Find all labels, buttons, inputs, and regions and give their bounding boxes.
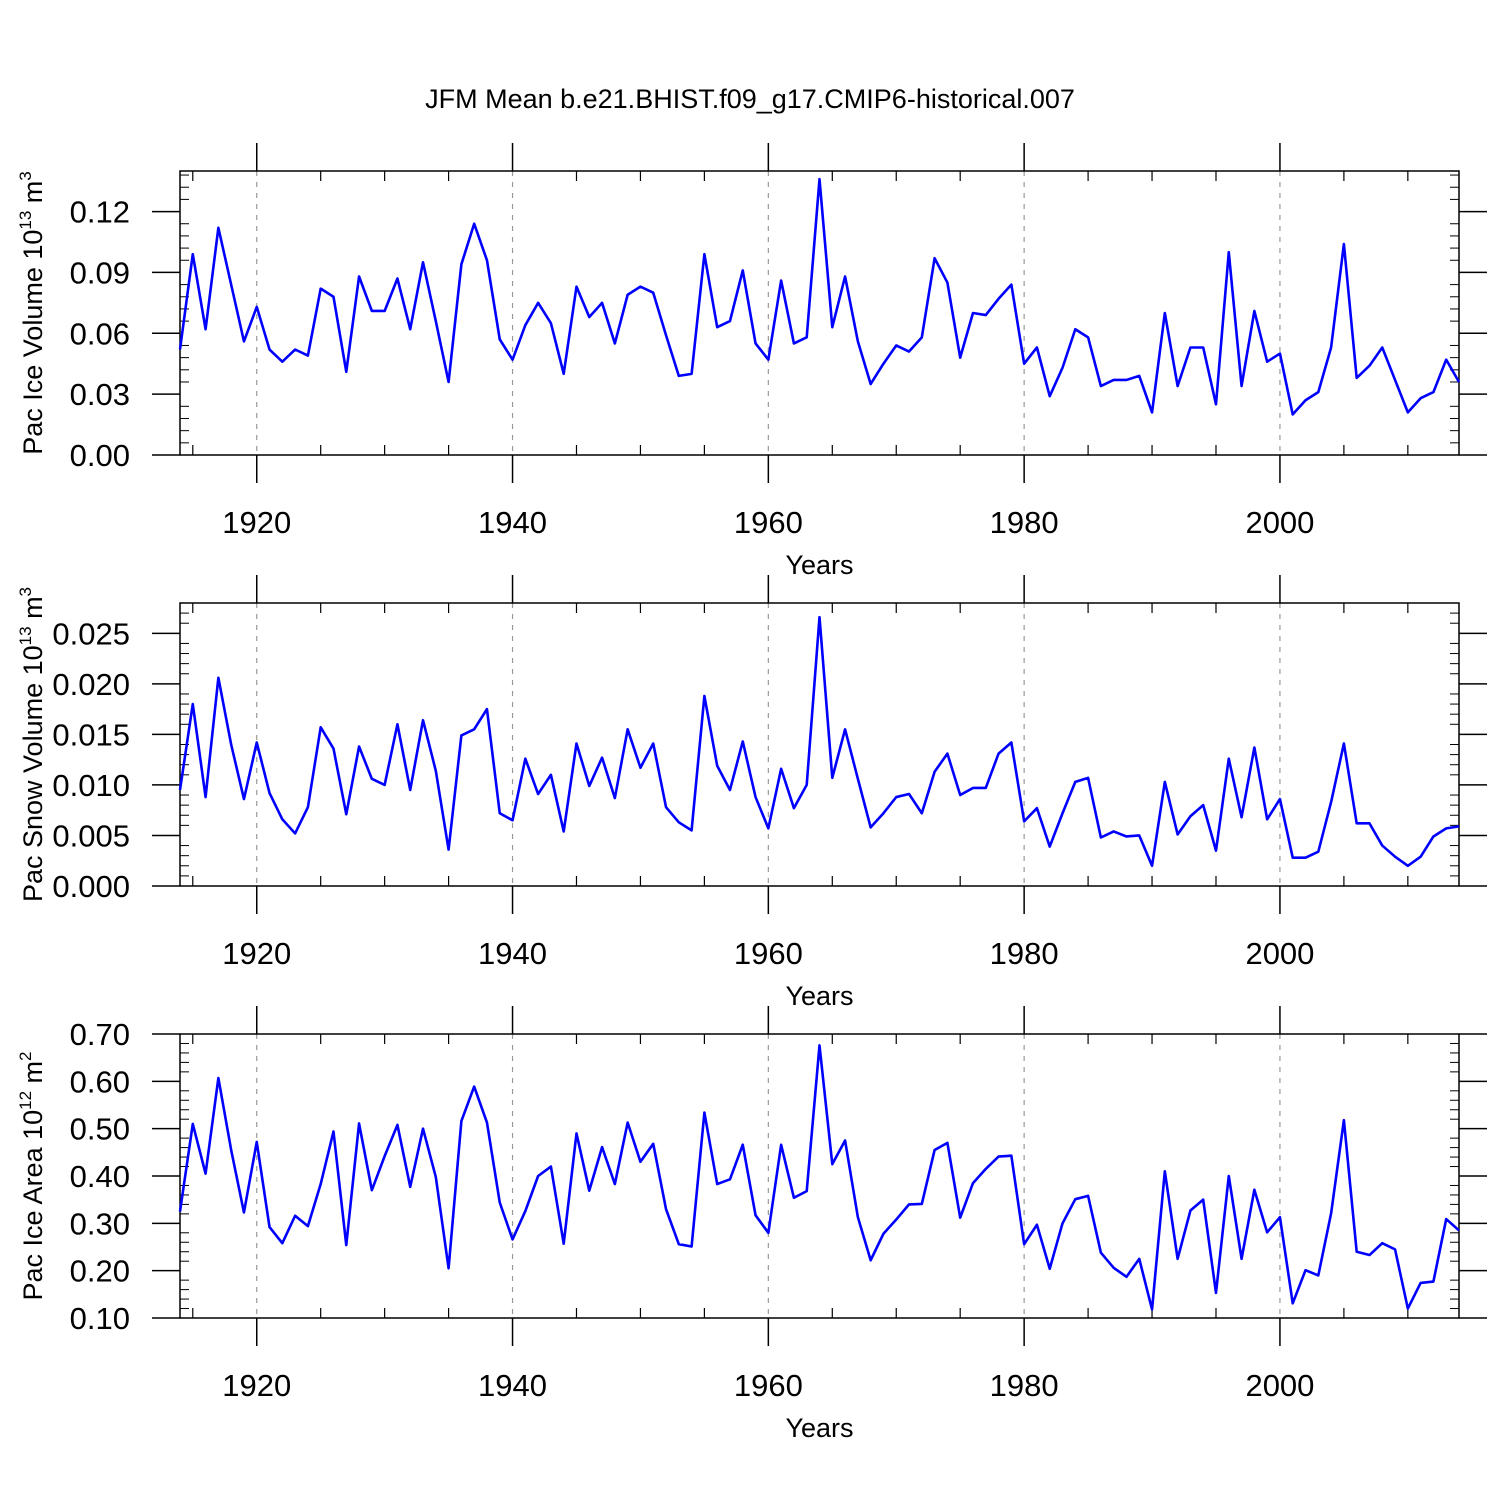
panel-ice-volume: 1920 1940 1960 1980 2000 0.00 0.03 0.06 0.09 0.12… [16, 143, 1487, 580]
panel-snow-volume: 1920 1940 1960 1980 2000 0.000 0.005 0.010 0.015… [16, 575, 1487, 1011]
x-tick-label: 1920 [222, 936, 291, 971]
y-tick-label: 0.70 [70, 1017, 130, 1052]
y-tick-label: 0.03 [70, 377, 130, 412]
plot-frame [179, 170, 1460, 456]
x-tick-label: 1960 [734, 1368, 803, 1403]
plot-frame [179, 1033, 1460, 1319]
x-tick-label: 2000 [1245, 936, 1314, 971]
series-line-snow-volume [178, 615, 1460, 868]
x-tick-label: 1960 [734, 936, 803, 971]
panel-ice-area: 1920 1940 1960 1980 2000 0.10 0.20 0.30 0.40 0.50… [16, 1006, 1487, 1443]
x-axis-label: Years [785, 1413, 853, 1443]
y-axis-label: Pac Ice Volume 1013 m3 [16, 171, 48, 455]
y-tick-label: 0.020 [52, 667, 130, 702]
y-tick-label: 0.12 [70, 195, 130, 230]
y-tick-label: 0.60 [70, 1064, 130, 1099]
x-axis-label: Years [785, 981, 853, 1011]
y-tick-label: 0.025 [52, 616, 130, 651]
x-axis-label: Years [785, 550, 853, 580]
y-axis-label: Pac Snow Volume 1013 m3 [16, 587, 48, 902]
x-tick-label: 2000 [1245, 505, 1314, 540]
x-tick-label: 1980 [990, 936, 1059, 971]
x-tick-label: 1960 [734, 505, 803, 540]
series-line-ice-volume [178, 177, 1461, 416]
y-tick-label: 0.00 [70, 438, 130, 473]
x-tick-label: 1940 [478, 505, 547, 540]
y-tick-label: 0.015 [52, 717, 130, 752]
y-tick-label: 0.40 [70, 1159, 130, 1194]
series-line-ice-area [178, 1044, 1460, 1311]
y-axis-label: Pac Ice Area 1012 m2 [16, 1051, 48, 1300]
x-tick-label: 1940 [478, 1368, 547, 1403]
y-tick-label: 0.000 [52, 869, 130, 904]
panels: 1920 1940 1960 1980 2000 0.00 0.03 0.06 0.09 0.12… [16, 143, 1487, 1443]
x-tick-label: 1980 [990, 505, 1059, 540]
y-tick-label: 0.30 [70, 1206, 130, 1241]
x-tick-label: 2000 [1245, 1368, 1314, 1403]
y-tick-label: 0.10 [70, 1301, 130, 1336]
y-tick-label: 0.09 [70, 255, 130, 290]
y-tick-label: 0.06 [70, 316, 130, 351]
y-tick-label: 0.20 [70, 1254, 130, 1289]
x-tick-label: 1920 [222, 505, 291, 540]
figure-title: JFM Mean b.e21.BHIST.f09_g17.CMIP6-histo… [425, 84, 1075, 114]
y-tick-label: 0.005 [52, 818, 130, 853]
y-tick-label: 0.010 [52, 768, 130, 803]
x-tick-label: 1920 [222, 1368, 291, 1403]
y-tick-label: 0.50 [70, 1112, 130, 1147]
plot-frame [179, 602, 1460, 887]
x-tick-label: 1940 [478, 936, 547, 971]
x-tick-label: 1980 [990, 1368, 1059, 1403]
